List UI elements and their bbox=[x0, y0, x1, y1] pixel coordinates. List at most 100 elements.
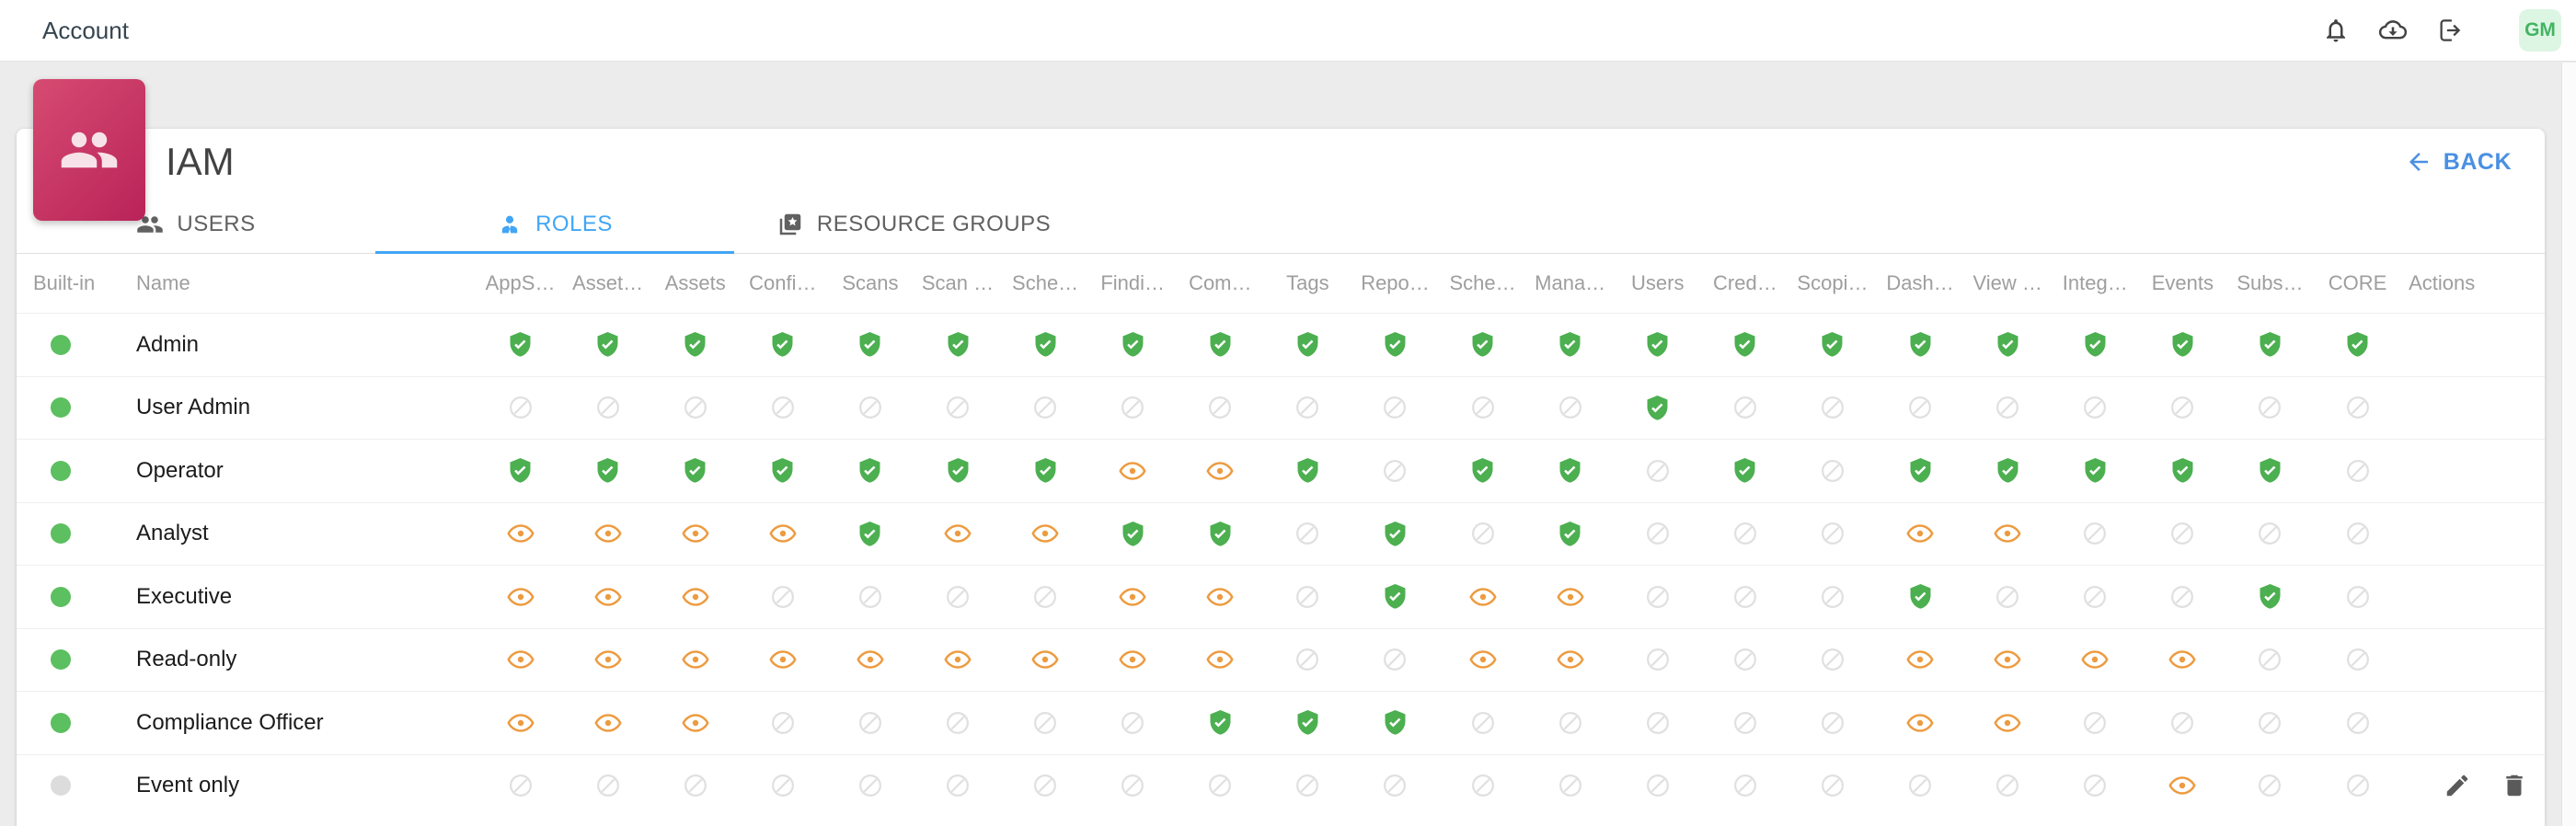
no-access-icon bbox=[2346, 585, 2369, 608]
permission-cell-none bbox=[1526, 773, 1614, 798]
no-access-icon bbox=[2346, 774, 2369, 797]
permission-cell-full bbox=[1264, 330, 1351, 359]
no-access-icon bbox=[1733, 774, 1756, 797]
permission-cell-view bbox=[1177, 456, 1264, 486]
permission-cell-view bbox=[651, 708, 739, 738]
permission-cell-view bbox=[1177, 645, 1264, 674]
permission-cell-view bbox=[651, 519, 739, 548]
edit-role-button[interactable] bbox=[2442, 770, 2473, 801]
no-access-icon bbox=[1909, 774, 1932, 797]
no-access-icon bbox=[1733, 585, 1756, 608]
permission-cell-full bbox=[1526, 330, 1614, 359]
delete-role-button[interactable] bbox=[2499, 770, 2530, 801]
full-access-check-icon bbox=[597, 458, 618, 483]
iam-module-tile bbox=[33, 79, 145, 221]
no-access-icon bbox=[2171, 711, 2194, 734]
permission-cell-view bbox=[564, 645, 651, 674]
role-row: Analyst bbox=[17, 501, 2545, 566]
permission-cell-view bbox=[1002, 645, 1089, 674]
no-access-icon bbox=[1646, 648, 1669, 671]
no-access-icon bbox=[1996, 396, 2019, 419]
view-only-eye-icon bbox=[594, 713, 622, 732]
no-access-icon bbox=[2171, 396, 2194, 419]
no-access-icon bbox=[2084, 774, 2107, 797]
permission-cell-full bbox=[477, 456, 564, 485]
role-person-icon bbox=[497, 212, 523, 237]
no-access-icon bbox=[947, 711, 969, 734]
no-access-icon bbox=[947, 585, 969, 608]
permission-cell-none bbox=[1439, 773, 1526, 798]
permission-cell-none bbox=[1002, 395, 1089, 420]
view-only-eye-icon bbox=[944, 650, 972, 670]
view-only-eye-icon bbox=[1468, 587, 1497, 606]
view-only-eye-icon bbox=[1119, 650, 1146, 670]
permission-cell-full bbox=[1614, 394, 1701, 422]
topbar-actions: GM bbox=[2320, 9, 2561, 52]
full-access-check-icon bbox=[1472, 332, 1493, 357]
full-access-check-icon bbox=[1297, 332, 1318, 357]
no-access-icon bbox=[2346, 648, 2369, 671]
no-access-icon bbox=[1034, 396, 1057, 419]
full-access-check-icon bbox=[1122, 521, 1144, 546]
view-only-eye-icon bbox=[1994, 524, 2021, 544]
permission-cell-none bbox=[651, 395, 739, 420]
user-avatar[interactable]: GM bbox=[2519, 9, 2561, 52]
no-access-icon bbox=[858, 585, 881, 608]
view-only-eye-icon bbox=[1994, 713, 2021, 732]
no-access-icon bbox=[1384, 459, 1407, 482]
permission-cell-none bbox=[2314, 395, 2401, 420]
tab-resource-groups[interactable]: RESOURCE GROUPS bbox=[734, 195, 1093, 253]
logout-icon[interactable] bbox=[2434, 15, 2466, 46]
full-access-check-icon bbox=[510, 332, 531, 357]
permission-cell-view bbox=[1177, 582, 1264, 612]
permission-cell-none bbox=[564, 773, 651, 798]
permission-cell-none bbox=[1002, 710, 1089, 736]
no-access-icon bbox=[771, 711, 794, 734]
view-only-eye-icon bbox=[506, 524, 535, 544]
no-access-icon bbox=[1034, 774, 1057, 797]
built-in-cell bbox=[17, 460, 136, 481]
full-access-check-icon bbox=[1210, 710, 1231, 735]
permission-cell-view bbox=[2052, 645, 2139, 674]
permission-cell-view bbox=[1526, 582, 1614, 612]
built-in-indicator-on bbox=[51, 649, 71, 671]
full-access-check-icon bbox=[859, 332, 880, 357]
full-access-check-icon bbox=[1210, 332, 1231, 357]
permission-cell-none bbox=[1701, 521, 1788, 546]
back-button[interactable]: BACK bbox=[2405, 148, 2512, 176]
permission-cell-none bbox=[1701, 395, 1788, 420]
no-access-icon bbox=[1296, 648, 1319, 671]
permission-cell-full bbox=[1788, 330, 1876, 359]
full-access-check-icon bbox=[2260, 458, 2281, 483]
permission-cell-none bbox=[1614, 647, 1701, 672]
view-only-eye-icon bbox=[1031, 650, 1059, 670]
cloud-download-icon[interactable] bbox=[2377, 15, 2409, 46]
permission-cell-full bbox=[2226, 330, 2314, 359]
permission-cell-none bbox=[1614, 773, 1701, 798]
full-access-check-icon bbox=[1297, 458, 1318, 483]
no-access-icon bbox=[1821, 459, 1844, 482]
tab-roles[interactable]: ROLES bbox=[375, 195, 734, 254]
permission-cell-full bbox=[1439, 456, 1526, 485]
no-access-icon bbox=[2084, 711, 2107, 734]
permission-column-header: Assets bbox=[664, 271, 726, 294]
notifications-bell-icon[interactable] bbox=[2320, 15, 2352, 46]
permission-column-header: Tags bbox=[1286, 271, 1329, 294]
full-access-check-icon bbox=[772, 458, 793, 483]
permission-cell-full bbox=[2139, 456, 2226, 485]
no-access-icon bbox=[596, 774, 619, 797]
top-app-bar: Account GM bbox=[0, 0, 2576, 62]
full-access-check-icon bbox=[2085, 332, 2106, 357]
role-row: Admin bbox=[17, 313, 2545, 376]
permission-cell-full bbox=[739, 456, 826, 485]
no-access-icon bbox=[1646, 522, 1669, 545]
view-only-eye-icon bbox=[1206, 587, 1234, 606]
view-only-eye-icon bbox=[1468, 650, 1497, 670]
permission-cell-none bbox=[2052, 521, 2139, 546]
permission-cell-none bbox=[1526, 710, 1614, 736]
permission-cell-full bbox=[1526, 456, 1614, 485]
permission-column-header: Sche… bbox=[1012, 271, 1079, 294]
full-access-check-icon bbox=[1734, 332, 1755, 357]
tab-users[interactable]: USERS bbox=[17, 195, 375, 253]
vertical-scrollbar[interactable] bbox=[2561, 63, 2576, 826]
